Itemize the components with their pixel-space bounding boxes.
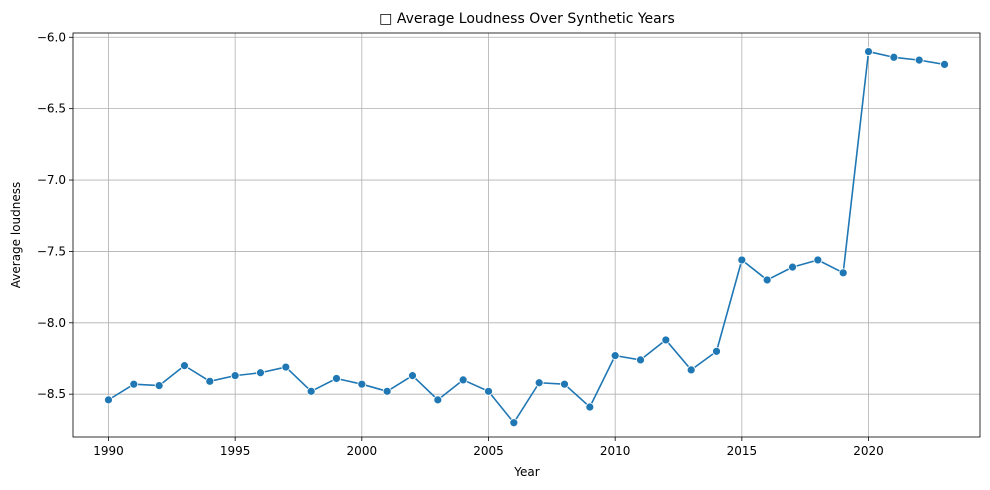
data-point	[813, 255, 823, 265]
data-point	[585, 402, 595, 412]
data-point	[940, 60, 949, 69]
x-axis-title: Year	[513, 465, 539, 479]
data-point	[636, 355, 645, 365]
data-point	[382, 386, 392, 396]
data-series	[104, 47, 949, 428]
data-point	[889, 52, 899, 62]
data-point	[686, 365, 696, 375]
data-point	[180, 361, 189, 371]
data-point	[332, 374, 341, 383]
grid-lines	[73, 33, 980, 437]
data-point	[433, 395, 443, 405]
data-point	[534, 378, 544, 388]
x-tick-label: 2015	[727, 444, 758, 458]
data-point	[762, 275, 772, 285]
y-tick-label: −6.0	[37, 30, 66, 44]
data-point	[205, 376, 215, 386]
data-point	[104, 395, 113, 405]
data-point	[256, 368, 265, 378]
data-point	[610, 351, 620, 361]
y-tick-label: −6.5	[37, 102, 66, 116]
x-tick-label: 2010	[600, 444, 631, 458]
x-tick-label: 1995	[220, 444, 251, 458]
y-tick-label: −7.5	[37, 244, 66, 258]
data-point	[281, 362, 291, 372]
data-point	[230, 371, 240, 381]
data-point	[154, 381, 164, 391]
data-point	[306, 386, 316, 396]
y-axis-title: Average loudness	[9, 182, 23, 288]
data-point	[560, 379, 569, 389]
y-tick-label: −8.5	[37, 387, 66, 401]
y-tick-label: −7.0	[37, 173, 66, 187]
data-point	[864, 47, 873, 56]
data-point	[661, 335, 671, 345]
data-point	[737, 255, 747, 265]
data-point	[458, 375, 468, 385]
data-point	[914, 55, 924, 65]
data-point	[408, 371, 417, 381]
x-tick-label: 2005	[473, 444, 504, 458]
x-tick-label: 2020	[853, 444, 884, 458]
plot-frame	[72, 32, 981, 438]
data-point	[838, 268, 848, 278]
data-point	[509, 418, 519, 428]
data-point	[484, 386, 493, 396]
data-point	[712, 346, 721, 356]
data-point	[788, 262, 797, 272]
series-line	[108, 50, 945, 424]
data-point	[357, 379, 367, 389]
data-point	[129, 379, 139, 389]
chart-title: □ Average Loudness Over Synthetic Years	[379, 11, 675, 27]
axis-ticks: 1990 1995 2000 2005 2010 2015 2020 −8.5 −8.0 −7.5…	[37, 30, 884, 458]
y-tick-label: −8.0	[37, 316, 66, 330]
x-tick-label: 1990	[93, 444, 124, 458]
x-tick-label: 2000	[347, 444, 378, 458]
